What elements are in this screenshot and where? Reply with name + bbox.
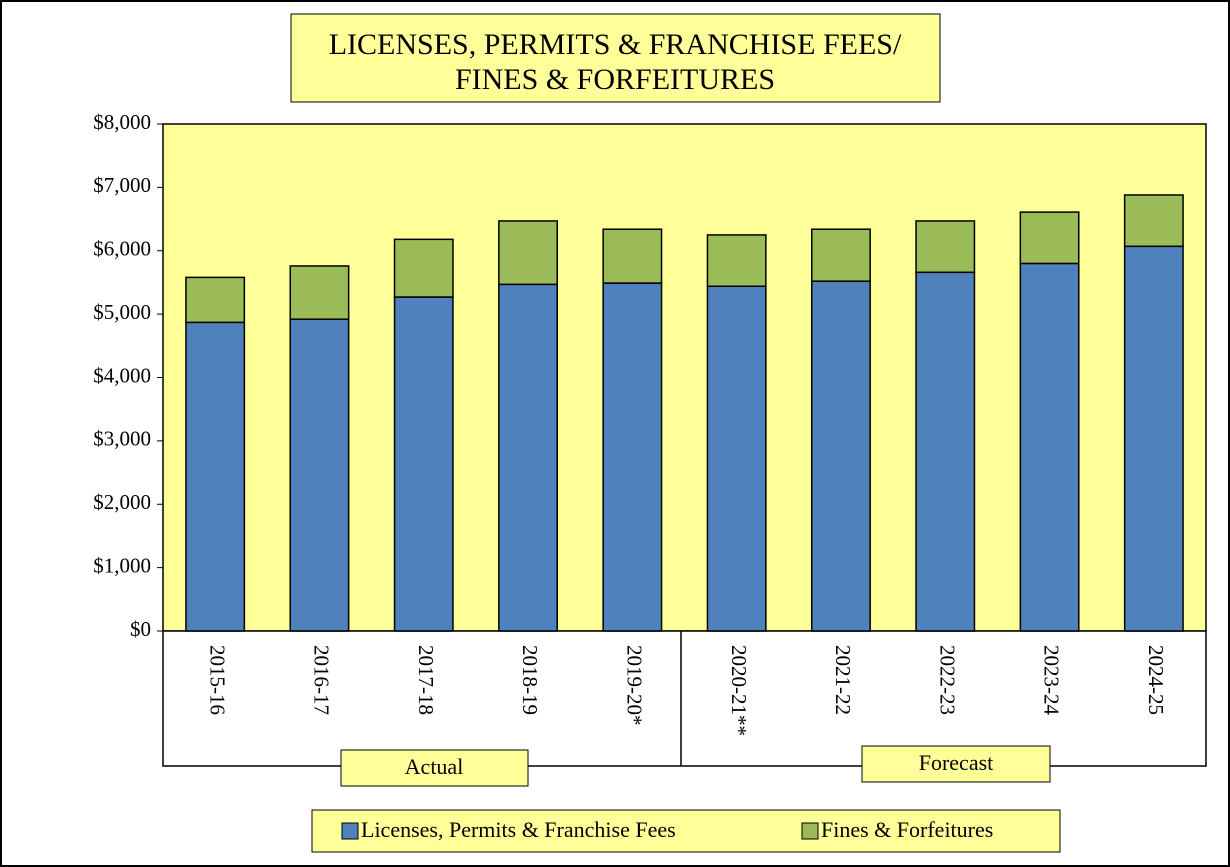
bar-segment <box>1019 262 1080 632</box>
x-tick-label: 2020-21** <box>727 645 751 736</box>
y-tick-label: $6,000 <box>93 237 151 261</box>
bar-segment <box>810 280 871 632</box>
bar-segment <box>915 271 976 632</box>
bar-segment <box>1123 245 1184 632</box>
bar-segment <box>915 220 976 274</box>
bar-segment <box>393 296 454 632</box>
x-tick-label: 2024-25 <box>1144 645 1168 715</box>
y-tick-label: $8,000 <box>93 110 151 134</box>
x-tick-label: 2023-24 <box>1040 645 1064 715</box>
category-box <box>162 630 1207 767</box>
bar-segment <box>810 228 871 282</box>
bar-segment <box>706 285 767 632</box>
bar-segment <box>498 283 559 632</box>
bar-segment <box>706 234 767 287</box>
bar-segment <box>602 282 663 632</box>
y-tick-label: $0 <box>130 617 151 641</box>
annotation-box <box>340 749 529 787</box>
x-tick-label: 2017-18 <box>414 645 438 715</box>
y-tick-label: $4,000 <box>93 363 151 387</box>
annotation-box <box>861 745 1051 783</box>
y-tick-label: $5,000 <box>93 300 151 324</box>
annotation: Actual <box>405 754 464 779</box>
legend-swatch <box>801 822 819 840</box>
x-tick-label: 2021-22 <box>831 645 855 715</box>
bar-segment <box>289 265 350 320</box>
y-tick-label: $3,000 <box>93 427 151 451</box>
bar-segment <box>498 220 559 286</box>
bar-segment <box>602 228 663 284</box>
bar-segment <box>185 276 246 324</box>
legend-label: Licenses, Permits & Franchise Fees <box>361 817 676 842</box>
legend-swatch <box>341 822 359 840</box>
bar-segment <box>1019 211 1080 265</box>
title-box <box>290 13 941 103</box>
legend-box <box>311 809 1061 853</box>
annotation: Forecast <box>919 750 994 775</box>
legend-label: Fines & Forfeitures <box>821 817 993 842</box>
chart-title: FINES & FORFEITURES <box>455 63 775 96</box>
legend: Licenses, Permits & Franchise Fees Fines … <box>341 817 993 842</box>
chart-title: LICENSES, PERMITS & FRANCHISE FEES/ <box>329 28 902 61</box>
bar-segment <box>185 321 246 632</box>
x-tick-label: 2015-16 <box>205 645 229 715</box>
bar-segment <box>1123 194 1184 248</box>
x-tick-label: 2018-19 <box>518 645 542 715</box>
x-tick-label: 2022-23 <box>935 645 959 715</box>
y-tick-label: $2,000 <box>93 490 151 514</box>
x-tick-label: 2019-20* <box>623 645 647 726</box>
y-tick-label: $1,000 <box>93 553 151 577</box>
y-tick-label: $7,000 <box>93 173 151 197</box>
bar-segment <box>289 318 350 632</box>
bar-segment <box>393 238 454 298</box>
x-tick-label: 2016-17 <box>310 645 334 715</box>
